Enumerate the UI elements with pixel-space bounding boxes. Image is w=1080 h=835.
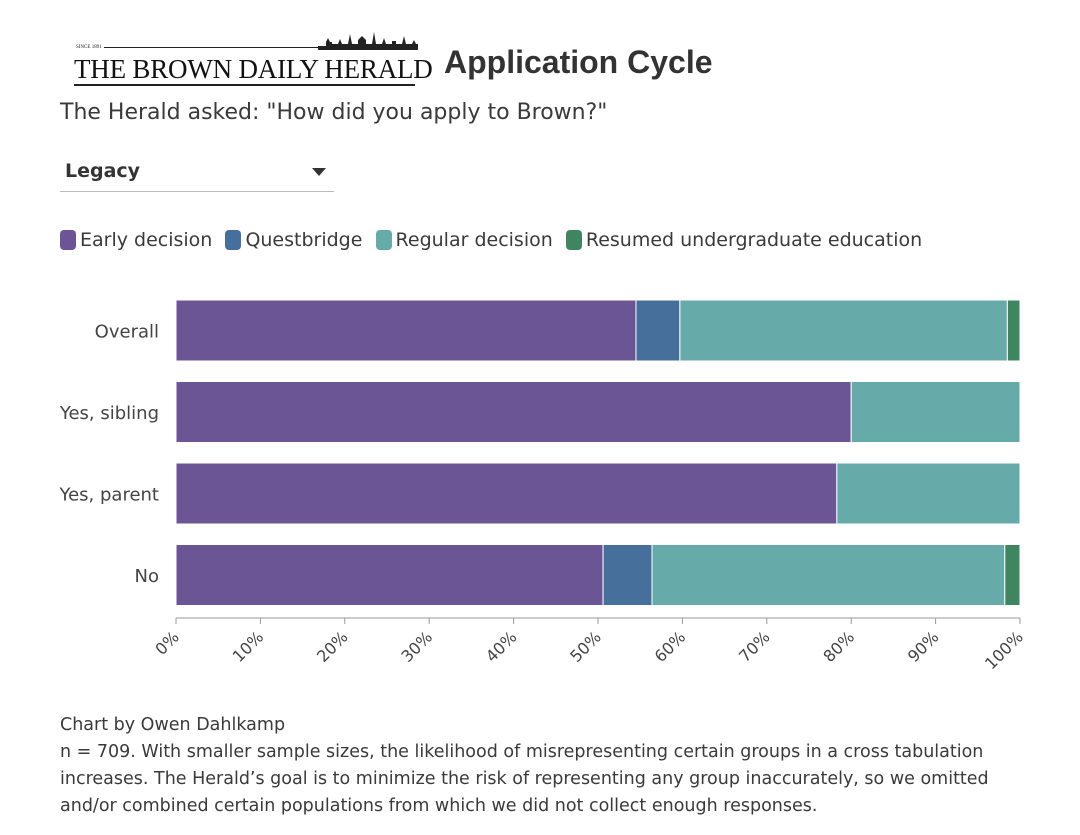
x-tick-label: 100% — [981, 627, 1027, 673]
logo-wordmark: THE BROWN DAILY HERALD — [74, 54, 433, 84]
legend-item-questbridge: Questbridge — [225, 229, 362, 251]
legend-label: Questbridge — [245, 229, 363, 251]
dropdown-selected-value: Legacy — [65, 160, 141, 182]
chart-subtitle: The Herald asked: "How did you apply to … — [60, 100, 608, 125]
chart-footer: Chart by Owen Dahlkamp n = 709. With sma… — [60, 712, 1060, 820]
bar-segment-early-decision[interactable] — [175, 381, 852, 443]
footnote-line: and/or combined certain populations from… — [60, 796, 818, 816]
campus-skyline-icon — [318, 32, 418, 50]
bar-segment-early-decision[interactable] — [175, 299, 637, 362]
caret-down-icon — [312, 168, 326, 176]
bar-segment-resumed-undergraduate-education[interactable] — [1004, 544, 1021, 606]
bar-segment-resumed-undergraduate-education[interactable] — [1006, 299, 1021, 362]
footnote-line: n = 709. With smaller sample sizes, the … — [60, 742, 984, 762]
legend-swatch — [60, 230, 76, 250]
legend-label: Regular decision — [395, 229, 553, 251]
legend-label: Early decision — [80, 229, 213, 251]
bar-segment-questbridge[interactable] — [635, 299, 681, 362]
group-filter-dropdown[interactable]: Legacy — [60, 153, 334, 192]
legend-item-early-decision: Early decision — [60, 229, 212, 251]
x-tick-label: 30% — [397, 627, 436, 666]
logo-since-text: SINCE 1891 — [76, 45, 102, 50]
legend-swatch — [225, 230, 242, 250]
x-tick-label: 50% — [566, 627, 605, 666]
legend-swatch — [375, 230, 392, 250]
logo-rule — [104, 47, 322, 48]
legend-item-regular-decision: Regular decision — [375, 229, 553, 251]
herald-logo: SINCE 1891 THE BROWN DAILY HERALD — [74, 28, 433, 88]
x-tick-label: 10% — [229, 627, 268, 666]
x-tick-label: 20% — [313, 627, 352, 666]
legend-swatch — [565, 230, 582, 250]
x-tick-label: 60% — [651, 627, 690, 666]
stacked-bar-chart: Overall Yes, sibling Yes, parent No 0% 10% 20%… — [58, 299, 1027, 673]
page-title: Application Cycle — [444, 44, 713, 80]
chart-header: SINCE 1891 THE BROWN DAILY HERALD Applic… — [60, 28, 860, 90]
bar-segment-regular-decision[interactable] — [679, 299, 1008, 362]
x-tick-label: 0% — [151, 627, 182, 658]
x-tick-label: 90% — [904, 627, 943, 666]
category-label: Yes, sibling — [59, 403, 159, 424]
category-label: No — [135, 566, 159, 587]
bar-segment-regular-decision[interactable] — [651, 544, 1006, 606]
x-tick-label: 40% — [482, 627, 521, 666]
category-label: Yes, parent — [58, 485, 159, 506]
x-tick-label: 70% — [735, 627, 774, 666]
legend-label: Resumed undergraduate education — [585, 229, 923, 251]
bar-segment-early-decision[interactable] — [175, 544, 604, 606]
x-tick-label: 80% — [819, 627, 858, 666]
footnote-line: increases. The Herald’s goal is to minim… — [60, 769, 989, 789]
logo-underline — [74, 84, 415, 86]
bar-segment-questbridge[interactable] — [602, 544, 653, 606]
chart-legend: Early decision Questbridge Regular decis… — [60, 229, 930, 255]
chart-credit: Chart by Owen Dahlkamp — [60, 715, 286, 735]
legend-item-resumed-education: Resumed undergraduate education — [565, 229, 923, 251]
category-label: Overall — [95, 322, 159, 343]
bar-segment-early-decision[interactable] — [175, 462, 838, 525]
bar-segment-regular-decision[interactable] — [836, 462, 1021, 525]
bar-segment-regular-decision[interactable] — [850, 381, 1021, 443]
